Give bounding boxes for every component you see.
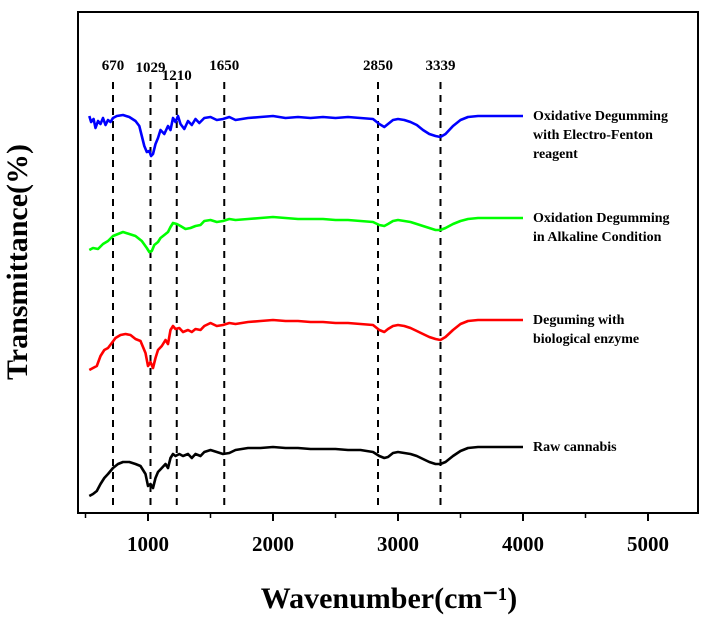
series-lines	[88, 113, 523, 498]
series-labels: Oxidative Degumming with Electro-Fenton re…	[533, 109, 670, 455]
series-line	[88, 445, 523, 498]
x-axis-label: Wavenumber(cm⁻¹)	[261, 582, 517, 615]
series-label-line: biological enzyme	[533, 332, 639, 347]
series-line	[88, 318, 523, 372]
series-line	[88, 215, 523, 254]
series-label-line: with Electro-Fenton	[533, 128, 653, 143]
x-tick-label: 1000	[127, 532, 169, 556]
x-axis: 1000 2000 3000 4000 5000	[84, 513, 669, 556]
series-label-line: reagent	[533, 147, 578, 162]
series-label-line: Oxidative Degumming	[533, 109, 668, 124]
series-label-line: Deguming with	[533, 313, 625, 328]
series-label-line: Raw cannabis	[533, 440, 617, 455]
series-line	[88, 113, 523, 158]
peak-label: 1650	[209, 58, 239, 74]
y-axis-label: Transmittance(%)	[1, 144, 34, 380]
series-label-line: Oxidation Degumming	[533, 211, 670, 226]
peak-label: 1029	[136, 60, 166, 76]
peak-label: 2850	[363, 58, 393, 74]
series-label-line: in Alkaline Condition	[533, 230, 662, 245]
series-label: Oxidative Degumming with Electro-Fenton re…	[533, 109, 668, 162]
series-label: Oxidation Degumming in Alkaline Condition	[533, 211, 670, 245]
x-tick-label: 2000	[252, 532, 294, 556]
peak-label: 1210	[162, 68, 192, 84]
x-tick-label: 5000	[627, 532, 669, 556]
peak-label: 3339	[426, 58, 456, 74]
series-label: Raw cannabis	[533, 440, 617, 455]
series-label: Deguming with biological enzyme	[533, 313, 639, 347]
peak-label: 670	[102, 58, 125, 74]
plot-frame	[77, 11, 699, 514]
x-tick-label: 3000	[377, 532, 419, 556]
x-tick-label: 4000	[502, 532, 544, 556]
